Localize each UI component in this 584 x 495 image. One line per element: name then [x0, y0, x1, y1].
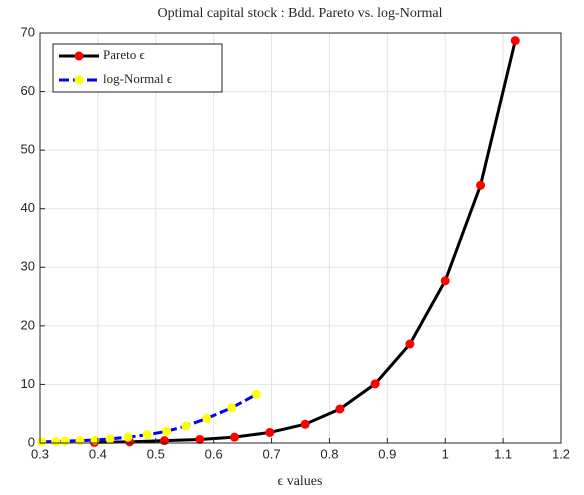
- point: [300, 419, 310, 429]
- point: [195, 434, 205, 444]
- point: [90, 435, 100, 445]
- point: [230, 432, 240, 442]
- x-tick-label: 0.5: [147, 446, 165, 461]
- point: [105, 434, 115, 444]
- x-tick-label: 1: [442, 446, 449, 461]
- point: [335, 404, 345, 414]
- point: [227, 403, 237, 413]
- x-tick-label: 0.8: [320, 446, 338, 461]
- point: [37, 437, 47, 447]
- y-tick-label: 20: [21, 317, 35, 332]
- y-tick-label: 50: [21, 142, 35, 157]
- point: [405, 339, 415, 349]
- legend-marker: [74, 51, 84, 61]
- point: [162, 426, 172, 436]
- y-tick-label: 60: [21, 83, 35, 98]
- lines: [37, 36, 520, 447]
- y-tick-label: 10: [21, 376, 35, 391]
- legend-label: Pareto ϵ: [103, 47, 145, 62]
- point: [75, 436, 85, 446]
- chart-title: Optimal capital stock : Bdd. Pareto vs. …: [157, 6, 442, 21]
- x-axis-label: ϵ values: [278, 474, 323, 489]
- x-tick-label: 0.6: [205, 446, 223, 461]
- legend: Pareto ϵ log-Normal ϵ: [52, 43, 223, 93]
- y-tick-label: 40: [21, 200, 35, 215]
- point: [181, 421, 191, 431]
- point: [265, 427, 275, 437]
- point: [252, 389, 262, 399]
- y-tick-label: 70: [21, 24, 35, 39]
- plot-area: [40, 33, 561, 443]
- point: [476, 180, 486, 190]
- point: [159, 436, 169, 446]
- legend-box: [52, 43, 223, 93]
- legend-marker: [74, 75, 84, 85]
- point: [123, 432, 133, 442]
- legend-label: log-Normal ϵ: [103, 71, 172, 86]
- x-tick-label: 0.3: [31, 446, 49, 461]
- x-tick-label: 0.4: [89, 446, 107, 461]
- y-tick-label: 0: [28, 434, 35, 449]
- y-tick-label: 30: [21, 259, 35, 274]
- x-tick-label: 1.1: [494, 446, 512, 461]
- point: [510, 36, 520, 46]
- point: [370, 379, 380, 389]
- point: [202, 413, 212, 423]
- point: [440, 276, 450, 286]
- x-tick-label: 0.9: [378, 446, 396, 461]
- x-tick-label: 0.7: [263, 446, 281, 461]
- x-tick-label: 1.2: [552, 446, 570, 461]
- axes-frame: [39, 32, 562, 444]
- point: [51, 437, 61, 447]
- point: [60, 436, 70, 446]
- point: [142, 430, 152, 440]
